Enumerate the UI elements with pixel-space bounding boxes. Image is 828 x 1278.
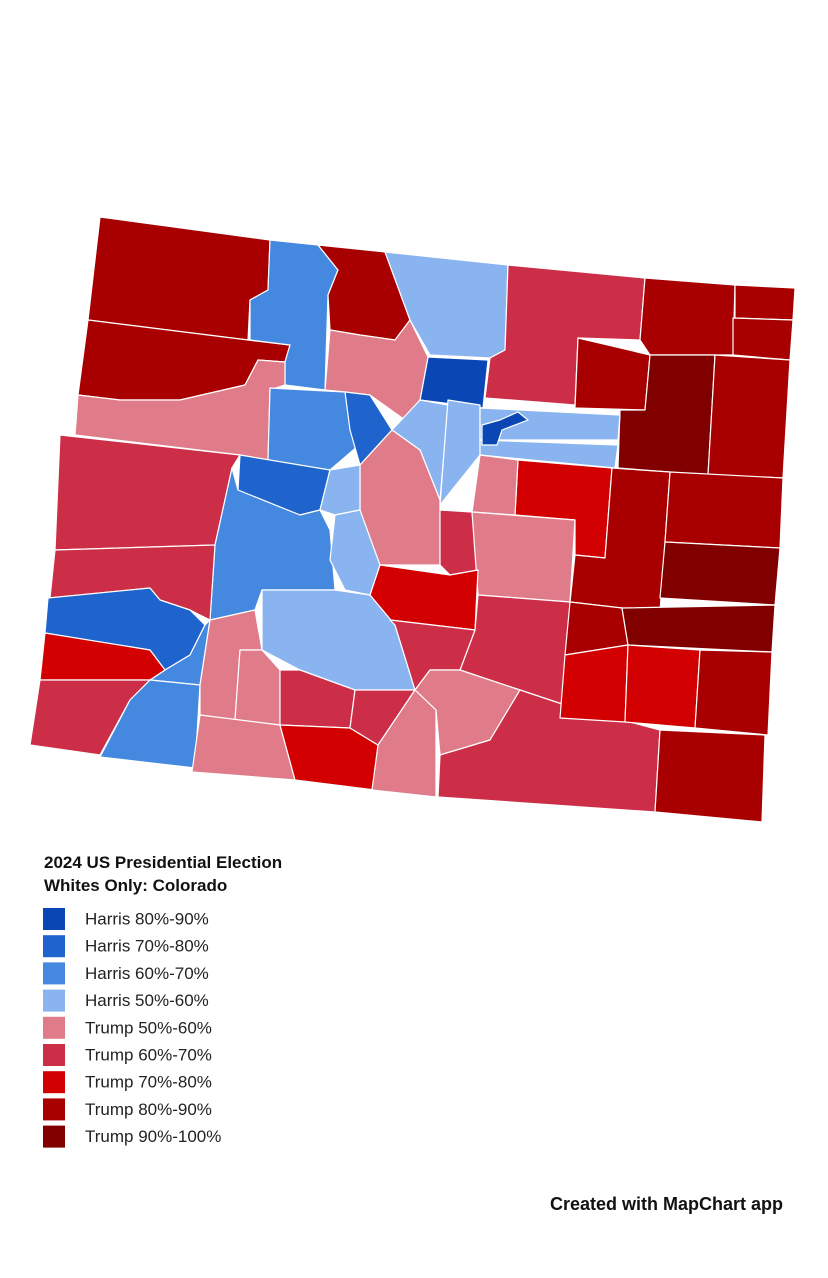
county	[471, 454, 519, 516]
legend-swatch	[43, 989, 65, 1012]
county	[234, 649, 281, 726]
county	[694, 649, 773, 736]
legend-label: Trump 60%-70%	[85, 1045, 212, 1064]
county	[654, 729, 766, 823]
legend-label: Trump 80%-90%	[85, 1100, 212, 1119]
county	[734, 284, 796, 321]
legend-swatch	[43, 1071, 65, 1094]
county	[621, 604, 776, 653]
county	[371, 689, 437, 798]
legend-subtitle: Whites Only: Colorado	[44, 876, 227, 895]
legend-swatch	[43, 1098, 65, 1121]
legend-title: 2024 US Presidential Election	[44, 853, 282, 872]
county	[54, 434, 241, 551]
legend-label: Trump 90%-100%	[85, 1127, 221, 1146]
county	[471, 511, 576, 603]
county	[481, 411, 529, 446]
county	[707, 354, 791, 479]
legend: Harris 80%-90% Harris 70%-80% Harris 60%-7…	[43, 908, 221, 1148]
legend-label: Harris 80%-90%	[85, 909, 209, 928]
county	[87, 216, 271, 341]
legend-swatch	[43, 1044, 65, 1066]
county	[99, 679, 201, 769]
county	[574, 337, 651, 411]
county	[39, 632, 166, 681]
county	[624, 644, 701, 729]
colorado-map	[29, 216, 796, 823]
legend-label: Trump 50%-60%	[85, 1018, 212, 1037]
legend-label: Harris 60%-70%	[85, 964, 209, 983]
legend-swatch	[43, 1125, 65, 1148]
county	[559, 644, 629, 723]
legend-swatch	[43, 908, 65, 930]
county	[639, 277, 736, 356]
footer-credit: Created with MapChart app	[550, 1194, 783, 1214]
county	[732, 317, 794, 361]
legend-label: Harris 70%-80%	[85, 937, 209, 956]
legend-swatch	[43, 1016, 65, 1039]
legend-label: Harris 50%-60%	[85, 991, 209, 1010]
county	[659, 541, 781, 606]
legend-label: Trump 70%-80%	[85, 1073, 212, 1092]
legend-swatch	[43, 935, 65, 958]
county	[664, 471, 784, 549]
legend-swatch	[43, 962, 65, 985]
